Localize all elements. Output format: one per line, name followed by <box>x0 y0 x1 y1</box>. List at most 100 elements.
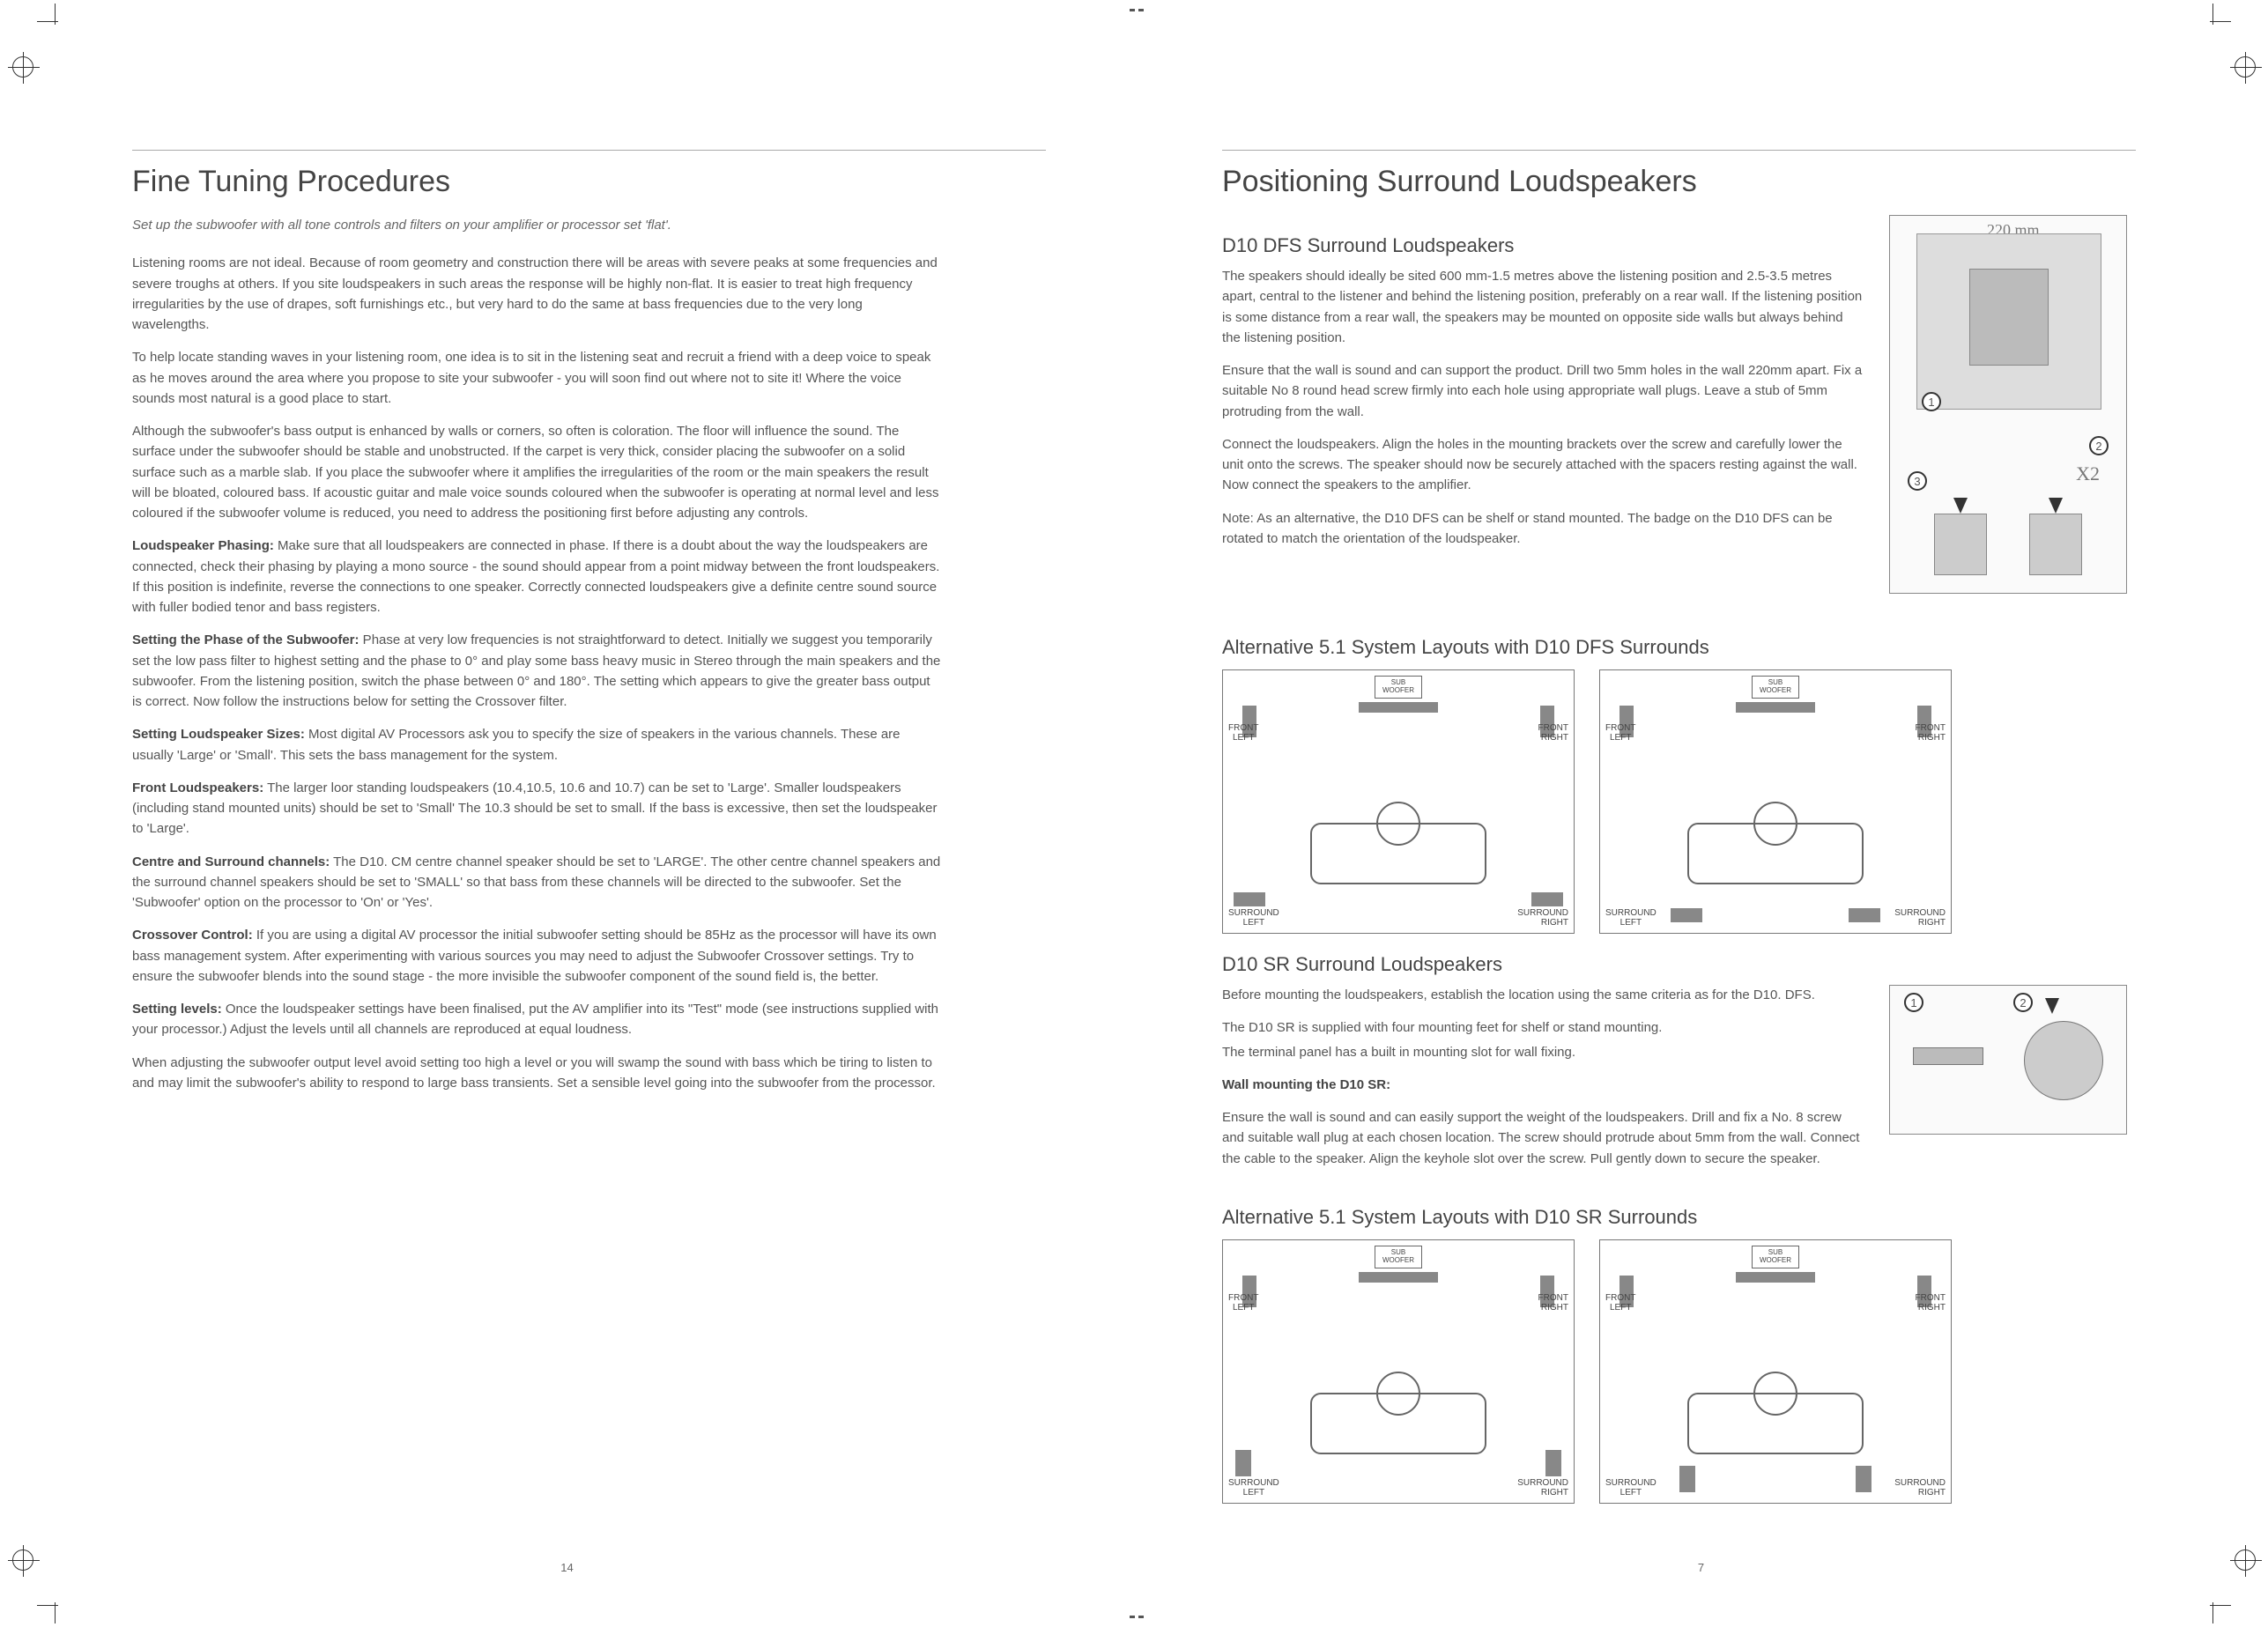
arrow-down-icon <box>2045 998 2059 1014</box>
label-surround-left: SURROUND LEFT <box>1228 908 1279 928</box>
run-in-heading: Wall mounting the D10 SR: <box>1222 1077 1390 1092</box>
mounting-diagram-sr: 1 2 <box>1889 985 2127 1135</box>
run-in-heading: Setting the Phase of the Subwoofer: <box>132 632 359 647</box>
centre-speaker <box>1359 1272 1438 1283</box>
body-text: Centre and Surround channels: The D10. C… <box>132 852 943 913</box>
person-icon <box>1753 1372 1797 1416</box>
subwoofer-label: SUB WOOFER <box>1752 676 1799 699</box>
label-surround-right: SURROUND RIGHT <box>1894 908 1946 928</box>
subtitle: Set up the subwoofer with all tone contr… <box>132 215 943 235</box>
body-text: Although the subwoofer's bass output is … <box>132 421 943 523</box>
body-text: Ensure that the wall is sound and can su… <box>1222 360 1863 422</box>
section-dfs: D10 DFS Surround Loudspeakers The speake… <box>1222 215 2136 611</box>
page-title: Positioning Surround Loudspeakers <box>1222 165 2136 199</box>
speaker-icon <box>1531 892 1563 906</box>
centre-speaker <box>1736 1272 1815 1283</box>
page-left: Fine Tuning Procedures Set up the subwoo… <box>0 0 1134 1627</box>
section-heading: D10 SR Surround Loudspeakers <box>1222 953 2136 976</box>
speaker-icon <box>1545 1450 1561 1476</box>
page-right: Positioning Surround Loudspeakers D10 DF… <box>1134 0 2268 1627</box>
label-surround-right: SURROUND RIGHT <box>1517 908 1568 928</box>
body-text: Listening rooms are not ideal. Because o… <box>132 253 943 335</box>
section-sr: Before mounting the loudspeakers, establ… <box>1222 985 2136 1181</box>
arrow-down-icon <box>2049 498 2063 514</box>
label-front-right: FRONT RIGHT <box>1538 1293 1568 1313</box>
speaker-icon <box>1849 908 1880 922</box>
speaker-icon <box>1234 892 1265 906</box>
label-front-right: FRONT RIGHT <box>1916 1293 1946 1313</box>
section-heading: Alternative 5.1 System Layouts with D10 … <box>1222 636 2136 659</box>
body-text: The D10 SR is supplied with four mountin… <box>1222 1017 1863 1038</box>
label-front-left: FRONT LEFT <box>1605 1293 1635 1313</box>
run-in-heading: Front Loudspeakers: <box>132 780 263 795</box>
run-in-heading: Crossover Control: <box>132 928 253 943</box>
label-surround-left: SURROUND LEFT <box>1605 1478 1657 1498</box>
run-in-heading: Loudspeaker Phasing: <box>132 538 274 553</box>
speaker-icon <box>1856 1466 1871 1492</box>
body-text: The terminal panel has a built in mounti… <box>1222 1042 1863 1062</box>
label-front-right: FRONT RIGHT <box>1916 723 1946 743</box>
body-text: If you are using a digital AV processor … <box>132 928 937 984</box>
layout-diagram-row: SUB WOOFER FRONT LEFT FRONT RIGHT SURROU… <box>1222 1239 2136 1504</box>
subwoofer-label: SUB WOOFER <box>1375 1246 1422 1268</box>
label-surround-left: SURROUND LEFT <box>1605 908 1657 928</box>
step-badge: 2 <box>2089 436 2109 455</box>
body-text: Setting Loudspeaker Sizes: Most digital … <box>132 724 943 765</box>
layout-diagram: SUB WOOFER FRONT LEFT FRONT RIGHT SURROU… <box>1222 669 1575 934</box>
run-in-heading: Setting Loudspeaker Sizes: <box>132 727 305 742</box>
mounting-diagram-dfs: 220 mm 1 2 3 X2 <box>1889 215 2127 594</box>
label-surround-right: SURROUND RIGHT <box>1894 1478 1946 1498</box>
bracket <box>1969 269 2049 366</box>
speaker-icon <box>1934 514 1987 575</box>
label-front-left: FRONT LEFT <box>1605 723 1635 743</box>
body-text: Setting levels: Once the loudspeaker set… <box>132 999 943 1040</box>
body-text: Front Loudspeakers: The larger loor stan… <box>132 778 943 839</box>
body-text: Loudspeaker Phasing: Make sure that all … <box>132 536 943 618</box>
body-text: When adjusting the subwoofer output leve… <box>132 1053 943 1094</box>
page-number: 14 <box>560 1561 573 1574</box>
label-front-left: FRONT LEFT <box>1228 723 1258 743</box>
label-surround-right: SURROUND RIGHT <box>1517 1478 1568 1498</box>
body-text: The speakers should ideally be sited 600… <box>1222 266 1863 348</box>
layout-diagram-row: SUB WOOFER FRONT LEFT FRONT RIGHT SURROU… <box>1222 669 2136 934</box>
keyhole-icon <box>2024 1021 2103 1100</box>
body-text: Note: As an alternative, the D10 DFS can… <box>1222 508 1863 550</box>
subwoofer-label: SUB WOOFER <box>1375 676 1422 699</box>
quantity-label: X2 <box>2076 462 2100 485</box>
label-front-right: FRONT RIGHT <box>1538 723 1568 743</box>
layout-diagram: SUB WOOFER FRONT LEFT FRONT RIGHT SURROU… <box>1599 669 1952 934</box>
body-text: Ensure the wall is sound and can easily … <box>1222 1107 1863 1169</box>
run-in-heading: Setting levels: <box>132 1002 222 1017</box>
layout-diagram: SUB WOOFER FRONT LEFT FRONT RIGHT SURROU… <box>1599 1239 1952 1504</box>
step-badge: 1 <box>1904 993 1923 1012</box>
body-text: Connect the loudspeakers. Align the hole… <box>1222 434 1863 496</box>
speaker-icon <box>1235 1450 1251 1476</box>
body-text: Before mounting the loudspeakers, establ… <box>1222 985 1863 1005</box>
run-in-heading: Centre and Surround channels: <box>132 854 330 869</box>
section-heading: D10 DFS Surround Loudspeakers <box>1222 234 1863 257</box>
person-icon <box>1753 802 1797 846</box>
label-surround-left: SURROUND LEFT <box>1228 1478 1279 1498</box>
step-badge: 1 <box>1922 392 1941 411</box>
rule <box>1222 150 2136 151</box>
centre-speaker <box>1359 702 1438 713</box>
rule <box>132 150 1046 151</box>
arrow-down-icon <box>1953 498 1968 514</box>
label-front-left: FRONT LEFT <box>1228 1293 1258 1313</box>
body-text: Wall mounting the D10 SR: <box>1222 1075 1863 1095</box>
page-title: Fine Tuning Procedures <box>132 165 1046 199</box>
speaker-icon <box>1679 1466 1695 1492</box>
screw-icon <box>1913 1047 1983 1065</box>
body-text: To help locate standing waves in your li… <box>132 347 943 409</box>
step-badge: 2 <box>2013 993 2033 1012</box>
speaker-icon <box>1671 908 1702 922</box>
subwoofer-label: SUB WOOFER <box>1752 1246 1799 1268</box>
body-text: Setting the Phase of the Subwoofer: Phas… <box>132 630 943 712</box>
body-text: Once the loudspeaker settings have been … <box>132 1002 938 1037</box>
layout-diagram: SUB WOOFER FRONT LEFT FRONT RIGHT SURROU… <box>1222 1239 1575 1504</box>
person-icon <box>1376 1372 1420 1416</box>
page-number: 7 <box>1698 1561 1704 1574</box>
step-badge: 3 <box>1908 471 1927 491</box>
person-icon <box>1376 802 1420 846</box>
section-heading: Alternative 5.1 System Layouts with D10 … <box>1222 1206 2136 1229</box>
